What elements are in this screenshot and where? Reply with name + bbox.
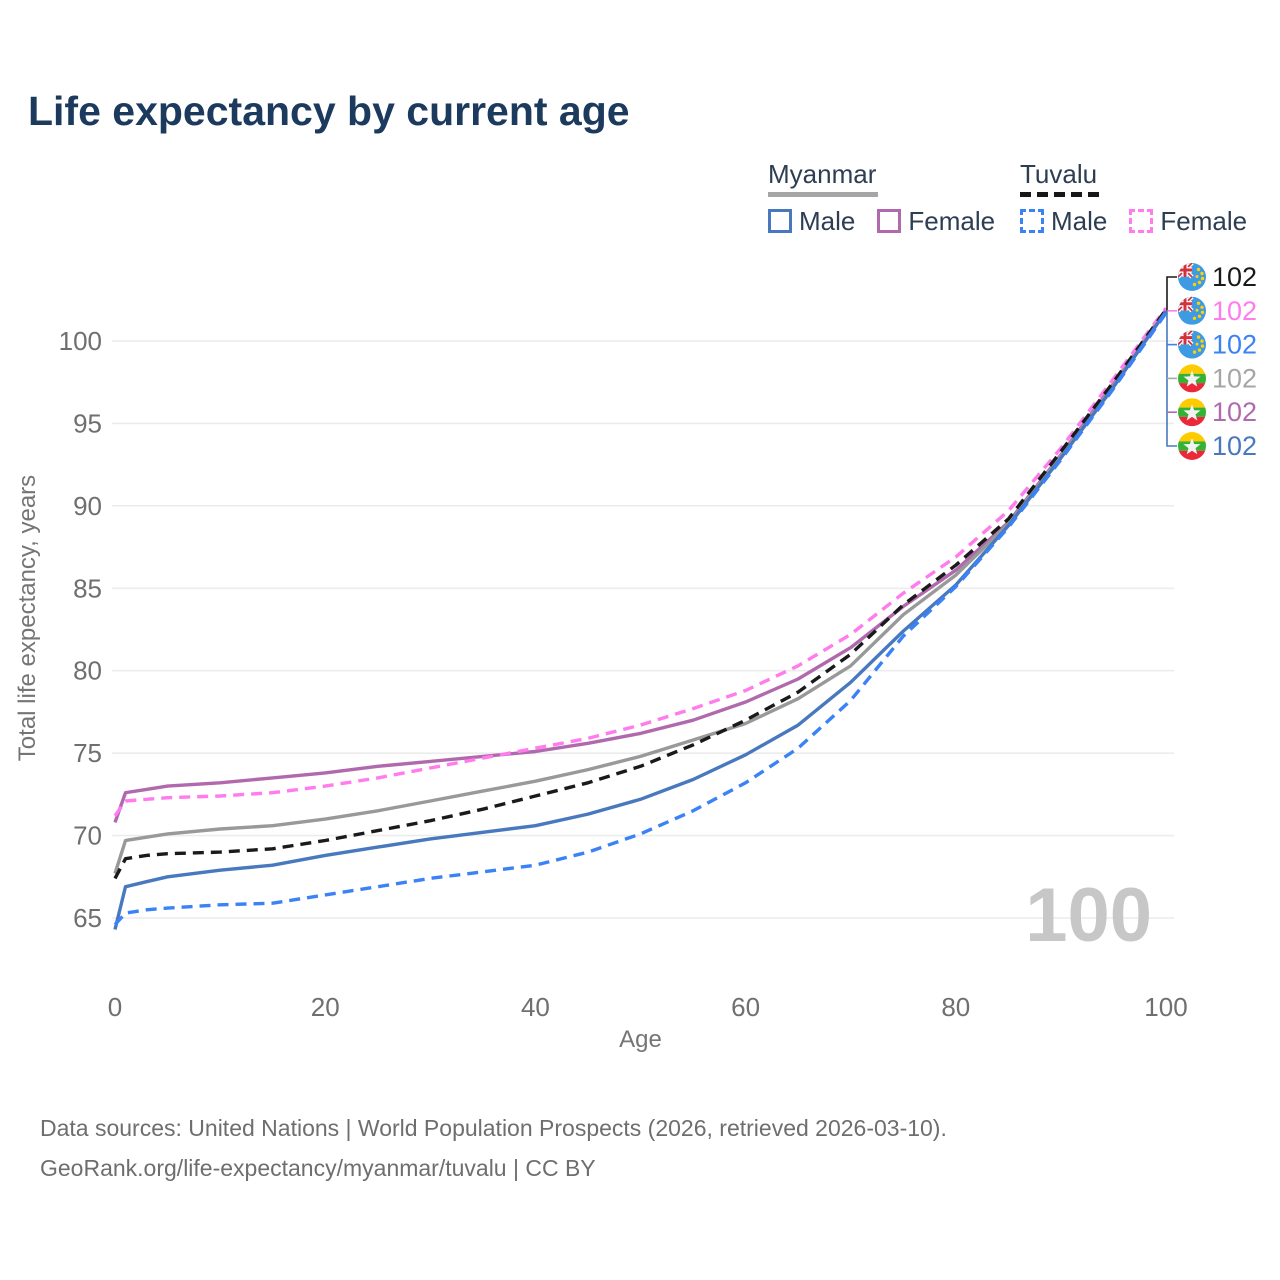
- y-axis-title: Total life expectancy, years: [14, 474, 41, 762]
- chart-legend: Myanmar Male Female Tuvalu Male: [0, 160, 1280, 250]
- legend-swatch-icon: [1129, 209, 1154, 234]
- x-axis-title: Age: [619, 1026, 662, 1053]
- age-counter-watermark: 100: [1025, 873, 1152, 958]
- myanmar-flag-icon: [1178, 432, 1206, 460]
- footer-attribution-link: GeoRank.org/life-expectancy/myanmar/tuva…: [40, 1155, 596, 1182]
- legend-underline-solid: [768, 191, 878, 197]
- label-connector: [1166, 276, 1177, 311]
- legend-group-title: Tuvalu: [1020, 159, 1098, 189]
- series-line-myanmar-male: [113, 310, 1168, 930]
- series-line-tuvalu-total: [113, 308, 1168, 880]
- end-value-label: 102: [1212, 363, 1257, 393]
- x-tick-label: 60: [731, 992, 760, 1022]
- tuvalu-flag-icon: [1178, 331, 1206, 359]
- footer: Data sources: United Nations | World Pop…: [40, 1108, 947, 1189]
- legend-item-label: Female: [1160, 205, 1248, 236]
- y-tick-label: 70: [73, 821, 102, 851]
- legend-item-tuvalu-female[interactable]: Female: [1129, 206, 1247, 237]
- x-tick-label: 80: [941, 992, 970, 1022]
- series-lines: [113, 306, 1168, 930]
- legend-item-myanmar-male[interactable]: Male: [768, 206, 855, 237]
- label-connector: [1166, 310, 1177, 447]
- x-tick-label: 0: [108, 992, 122, 1022]
- page-title: Life expectancy by current age: [28, 88, 630, 134]
- x-tick-label: 20: [311, 992, 340, 1022]
- legend-group-tuvalu: Tuvalu Male Female: [1020, 160, 1269, 237]
- legend-item-myanmar-female[interactable]: Female: [877, 206, 995, 237]
- x-tick-label: 40: [521, 992, 550, 1022]
- end-value-label: 102: [1212, 397, 1257, 427]
- series-line-tuvalu-male: [113, 312, 1168, 926]
- legend-swatch-icon: [768, 209, 792, 234]
- x-tick-label: 100: [1144, 992, 1187, 1022]
- tuvalu-flag-icon: [1178, 263, 1206, 291]
- legend-swatch-icon: [877, 209, 902, 234]
- series-line-myanmar-female: [113, 308, 1168, 823]
- legend-underline-dashed: [1020, 191, 1102, 197]
- y-tick-label: 90: [73, 491, 102, 521]
- myanmar-flag-icon: [1178, 364, 1206, 392]
- axis-tick-labels: 65 70 75 80 85 90 95 100 0 20 40 60 80 100: [59, 326, 1188, 1022]
- series-line-tuvalu-female: [113, 306, 1168, 817]
- y-tick-label: 80: [73, 656, 102, 686]
- tuvalu-flag-icon: [1178, 297, 1206, 325]
- legend-group-title: Myanmar: [768, 159, 877, 189]
- legend-item-label: Female: [908, 205, 996, 236]
- y-tick-label: 95: [73, 408, 102, 438]
- end-value-label: 102: [1212, 431, 1257, 461]
- y-tick-label: 75: [73, 738, 102, 768]
- legend-item-label: Male: [799, 205, 856, 236]
- end-value-label: 102: [1212, 262, 1257, 292]
- end-value-label: 102: [1212, 330, 1257, 360]
- y-tick-label: 85: [73, 573, 102, 603]
- legend-group-myanmar: Myanmar Male Female: [768, 160, 1017, 237]
- footer-data-sources: Data sources: United Nations | World Pop…: [40, 1115, 947, 1141]
- y-tick-label: 65: [73, 903, 102, 933]
- gridlines: [112, 340, 1174, 919]
- legend-swatch-icon: [1020, 209, 1044, 234]
- end-value-label: 102: [1212, 296, 1257, 326]
- legend-item-tuvalu-male[interactable]: Male: [1020, 206, 1107, 237]
- series-line-myanmar-total: [113, 310, 1168, 875]
- y-tick-label: 100: [59, 326, 102, 356]
- legend-item-label: Male: [1051, 205, 1108, 236]
- myanmar-flag-icon: [1178, 398, 1206, 426]
